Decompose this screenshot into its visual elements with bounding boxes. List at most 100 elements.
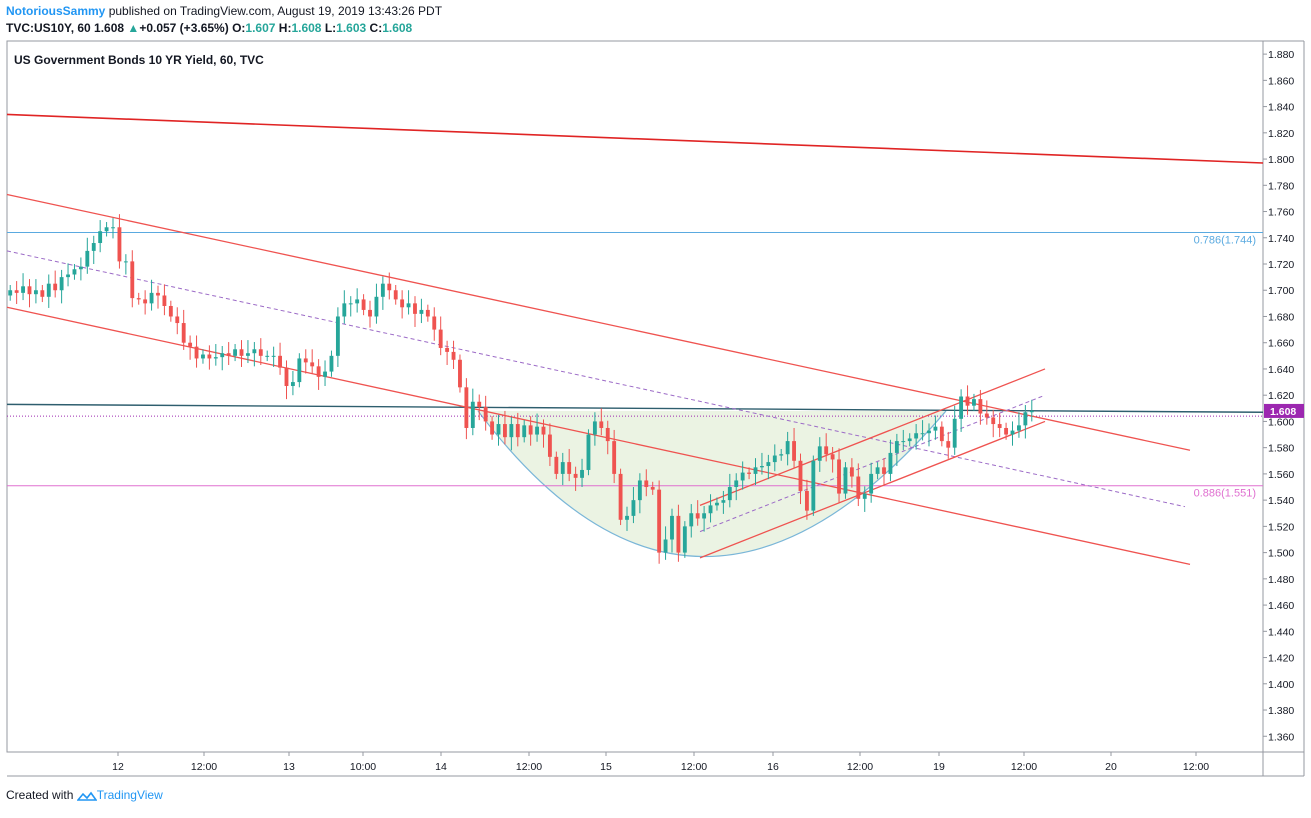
rising-upper-line — [699, 368, 1046, 506]
chart-title: US Government Bonds 10 YR Yield, 60, TVC — [14, 53, 264, 67]
candle-body — [33, 290, 38, 295]
tradingview-brand[interactable]: TradingView — [96, 788, 163, 802]
fib-786-label: 0.786(1.744) — [1194, 235, 1256, 247]
candle-body — [965, 396, 970, 406]
x-tick-label: 16 — [767, 761, 779, 773]
candle-body — [290, 382, 295, 387]
candle-body — [747, 472, 752, 474]
candle-body — [162, 295, 167, 306]
candle-body — [496, 424, 501, 435]
candle-body — [1023, 412, 1028, 426]
candle-body — [1017, 425, 1021, 431]
candle-body — [111, 227, 115, 229]
candle-body — [811, 460, 816, 511]
candle-body — [554, 456, 559, 474]
candle-body — [560, 462, 565, 474]
fib-886-label: 0.886(1.551) — [1194, 488, 1256, 500]
candle-body — [316, 366, 321, 377]
candle-body — [123, 261, 128, 263]
candle-body — [933, 426, 938, 431]
candle-body — [451, 351, 456, 360]
channel-lower-line — [6, 306, 1191, 566]
candle-body — [207, 354, 212, 359]
x-tick-label: 12:00 — [681, 761, 707, 773]
candle-body — [464, 387, 469, 428]
change-value: +0.057 (+3.65%) — [139, 21, 229, 35]
y-tick-label: 1.760 — [1268, 207, 1294, 219]
candle-body — [586, 434, 591, 470]
y-tick-label: 1.580 — [1268, 443, 1294, 455]
candle-body — [695, 513, 700, 519]
candle-body — [310, 362, 315, 367]
close-value: 1.608 — [382, 21, 413, 35]
x-tick-label: 10:00 — [350, 761, 376, 773]
candle-body — [541, 426, 546, 435]
publish-info: NotoriousSammy published on TradingView.… — [6, 4, 442, 18]
candle-body — [663, 539, 668, 553]
y-tick-label: 1.740 — [1268, 233, 1294, 245]
candle-body — [445, 347, 450, 352]
candle-body — [168, 305, 173, 317]
candle-body — [849, 467, 854, 477]
candle-body — [361, 299, 366, 310]
channel-mid-line — [6, 250, 1186, 508]
candle-body — [612, 441, 617, 474]
x-tick-label: 14 — [435, 761, 447, 773]
candle-body — [766, 462, 771, 467]
candle-body — [393, 290, 398, 300]
open-value: 1.607 — [245, 21, 276, 35]
candle-body — [368, 309, 372, 317]
candle-body — [882, 467, 886, 474]
candle-body — [355, 299, 360, 304]
candle-body — [181, 323, 186, 343]
created-with-text: Created with — [6, 788, 74, 802]
candle-body — [952, 418, 957, 448]
candle-body — [997, 424, 1002, 428]
y-tick-label: 1.660 — [1268, 338, 1294, 350]
y-tick-label: 1.600 — [1268, 416, 1294, 428]
candle-body — [149, 292, 154, 304]
symbol-label: TVC:US10Y, 60 — [6, 21, 91, 35]
tradingview-logo-icon — [76, 791, 98, 801]
candle-body — [599, 421, 604, 428]
author-name[interactable]: NotoriousSammy — [6, 4, 106, 18]
low-value: 1.603 — [336, 21, 367, 35]
y-tick-label: 1.860 — [1268, 75, 1294, 87]
candle-body — [483, 406, 488, 422]
candle-body — [618, 473, 623, 520]
candle-body — [708, 505, 713, 514]
x-tick-label: 13 — [283, 761, 295, 773]
candle-body — [413, 303, 417, 314]
price-badge — [1264, 403, 1304, 418]
y-tick-label: 1.680 — [1268, 311, 1294, 323]
candle-body — [702, 513, 707, 519]
y-tick-label: 1.840 — [1268, 102, 1294, 114]
candle-body — [740, 472, 745, 481]
x-tick-label: 12:00 — [1183, 761, 1209, 773]
candle-body — [869, 473, 874, 494]
candle-body — [856, 476, 861, 499]
price-badge-label: 1.608 — [1270, 406, 1296, 418]
candle-body — [837, 459, 841, 494]
candle-body — [374, 296, 379, 317]
candle-body — [46, 283, 51, 297]
candle-body — [156, 292, 160, 296]
candle-body — [644, 480, 649, 488]
candle-body — [458, 359, 462, 388]
y-tick-label: 1.420 — [1268, 653, 1294, 665]
up-triangle-icon: ▲ — [127, 21, 140, 35]
candle-body — [914, 433, 919, 439]
candle-body — [258, 349, 263, 356]
candle-body — [188, 342, 193, 347]
candle-body — [233, 349, 238, 356]
candle-body — [721, 500, 726, 503]
candle-body — [143, 299, 148, 304]
candle-body — [503, 424, 507, 438]
candle-body — [98, 231, 103, 244]
candle-body — [753, 467, 758, 474]
candle-body — [972, 399, 976, 406]
candle-body — [66, 274, 70, 278]
cup-fill — [478, 410, 946, 557]
